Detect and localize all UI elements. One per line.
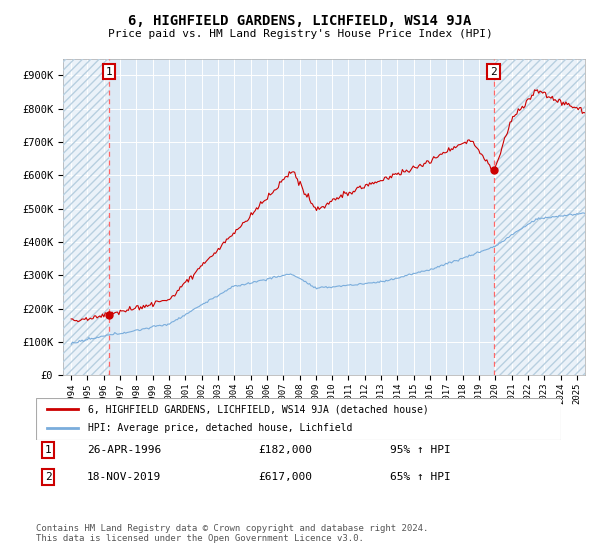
FancyBboxPatch shape [36,398,561,440]
Text: 95% ↑ HPI: 95% ↑ HPI [390,445,451,455]
Text: 2: 2 [490,67,497,77]
Text: 1: 1 [106,67,112,77]
Text: £182,000: £182,000 [258,445,312,455]
Text: Contains HM Land Registry data © Crown copyright and database right 2024.
This d: Contains HM Land Registry data © Crown c… [36,524,428,543]
Text: 18-NOV-2019: 18-NOV-2019 [87,472,161,482]
Text: 1: 1 [44,445,52,455]
Text: £617,000: £617,000 [258,472,312,482]
Text: 6, HIGHFIELD GARDENS, LICHFIELD, WS14 9JA: 6, HIGHFIELD GARDENS, LICHFIELD, WS14 9J… [128,14,472,28]
Text: 6, HIGHFIELD GARDENS, LICHFIELD, WS14 9JA (detached house): 6, HIGHFIELD GARDENS, LICHFIELD, WS14 9J… [89,404,429,414]
Text: 65% ↑ HPI: 65% ↑ HPI [390,472,451,482]
Text: 26-APR-1996: 26-APR-1996 [87,445,161,455]
Text: Price paid vs. HM Land Registry's House Price Index (HPI): Price paid vs. HM Land Registry's House … [107,29,493,39]
Text: HPI: Average price, detached house, Lichfield: HPI: Average price, detached house, Lich… [89,423,353,433]
Text: 2: 2 [44,472,52,482]
